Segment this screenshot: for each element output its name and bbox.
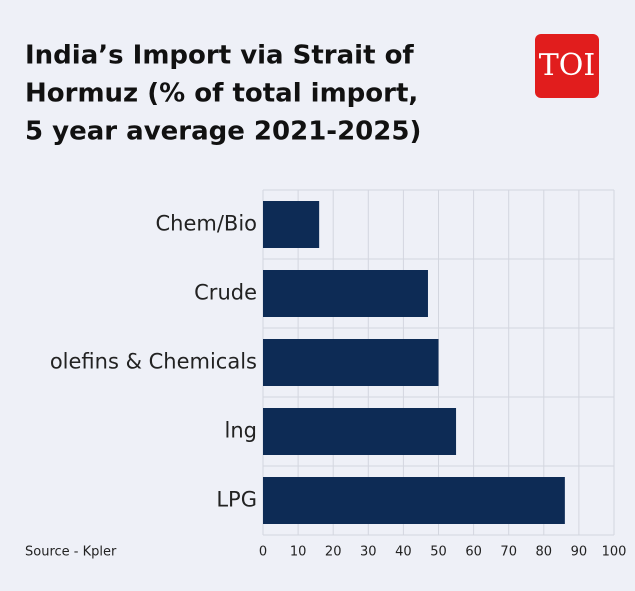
bar xyxy=(263,477,565,524)
bar xyxy=(263,201,320,248)
chart-title: 5 year average 2021-2025) xyxy=(25,117,421,147)
y-tick-label: Crude xyxy=(194,281,257,305)
x-tick-label: 80 xyxy=(536,545,553,560)
y-tick-label: olefins & Chemicals xyxy=(50,350,257,374)
x-tick-label: 30 xyxy=(360,545,377,560)
bar xyxy=(263,408,457,455)
x-tick-label: 0 xyxy=(259,545,267,560)
y-tick-label: Chem/Bio xyxy=(155,212,257,236)
x-tick-label: 90 xyxy=(571,545,588,560)
x-tick-label: 100 xyxy=(602,545,627,560)
chart-title: India’s Import via Strait of xyxy=(25,41,414,71)
x-tick-label: 10 xyxy=(290,545,307,560)
y-tick-label: LPG xyxy=(216,488,257,512)
bar xyxy=(263,339,439,386)
chart-title: Hormuz (% of total import, xyxy=(25,79,418,109)
logo-box xyxy=(535,34,599,98)
x-tick-label: 20 xyxy=(325,545,342,560)
logo: TOI xyxy=(539,48,595,83)
x-tick-label: 40 xyxy=(395,545,412,560)
x-tick-label: 50 xyxy=(430,545,447,560)
x-tick-label: 60 xyxy=(465,545,482,560)
x-tick-label: 70 xyxy=(500,545,517,560)
bar xyxy=(263,270,428,317)
y-tick-label: lng xyxy=(225,419,257,443)
source: Source - Kpler xyxy=(25,545,117,560)
